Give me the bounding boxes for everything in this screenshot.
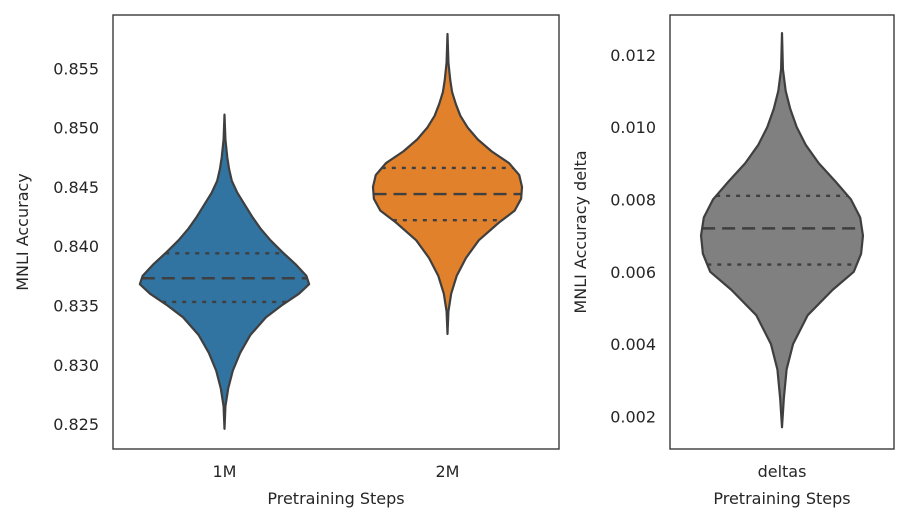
- y-tick-label: 0.008: [610, 190, 656, 209]
- violin-2M: [371, 32, 524, 336]
- axes-frame: [112, 14, 560, 450]
- x-tick-label: 2M: [436, 462, 460, 481]
- y-axis-label: MNLI Accuracy: [13, 173, 32, 291]
- y-tick-label: 0.004: [610, 335, 656, 354]
- y-tick-label: 0.850: [53, 119, 99, 138]
- violin-1M: [138, 113, 311, 430]
- violin-deltas: [699, 31, 865, 429]
- x-tick-label: deltas: [758, 462, 807, 481]
- x-axis-label: Pretraining Steps: [267, 489, 404, 508]
- y-tick-label: 0.002: [610, 407, 656, 426]
- y-tick-label: 0.855: [53, 59, 99, 78]
- y-tick-label: 0.840: [53, 237, 99, 256]
- x-tick-label: 1M: [213, 462, 237, 481]
- left-violin-plot: 0.825 0.830 0.835 0.840 0.845 0.850 0.855 1M 2M P…: [13, 14, 560, 508]
- x-axis-label: Pretraining Steps: [713, 489, 850, 508]
- y-tick-label: 0.006: [610, 263, 656, 282]
- y-axis-label: MNLI Accuracy delta: [571, 150, 590, 313]
- right-violin-plot: 0.002 0.004 0.006 0.008 0.010 0.012 deltas Pret…: [571, 14, 895, 508]
- y-tick-label: 0.830: [53, 356, 99, 375]
- y-tick-label: 0.845: [53, 178, 99, 197]
- y-tick-label: 0.010: [610, 118, 656, 137]
- y-tick-label: 0.835: [53, 297, 99, 316]
- y-tick-label: 0.012: [610, 46, 656, 65]
- y-tick-label: 0.825: [53, 415, 99, 434]
- axes-frame: [669, 14, 895, 450]
